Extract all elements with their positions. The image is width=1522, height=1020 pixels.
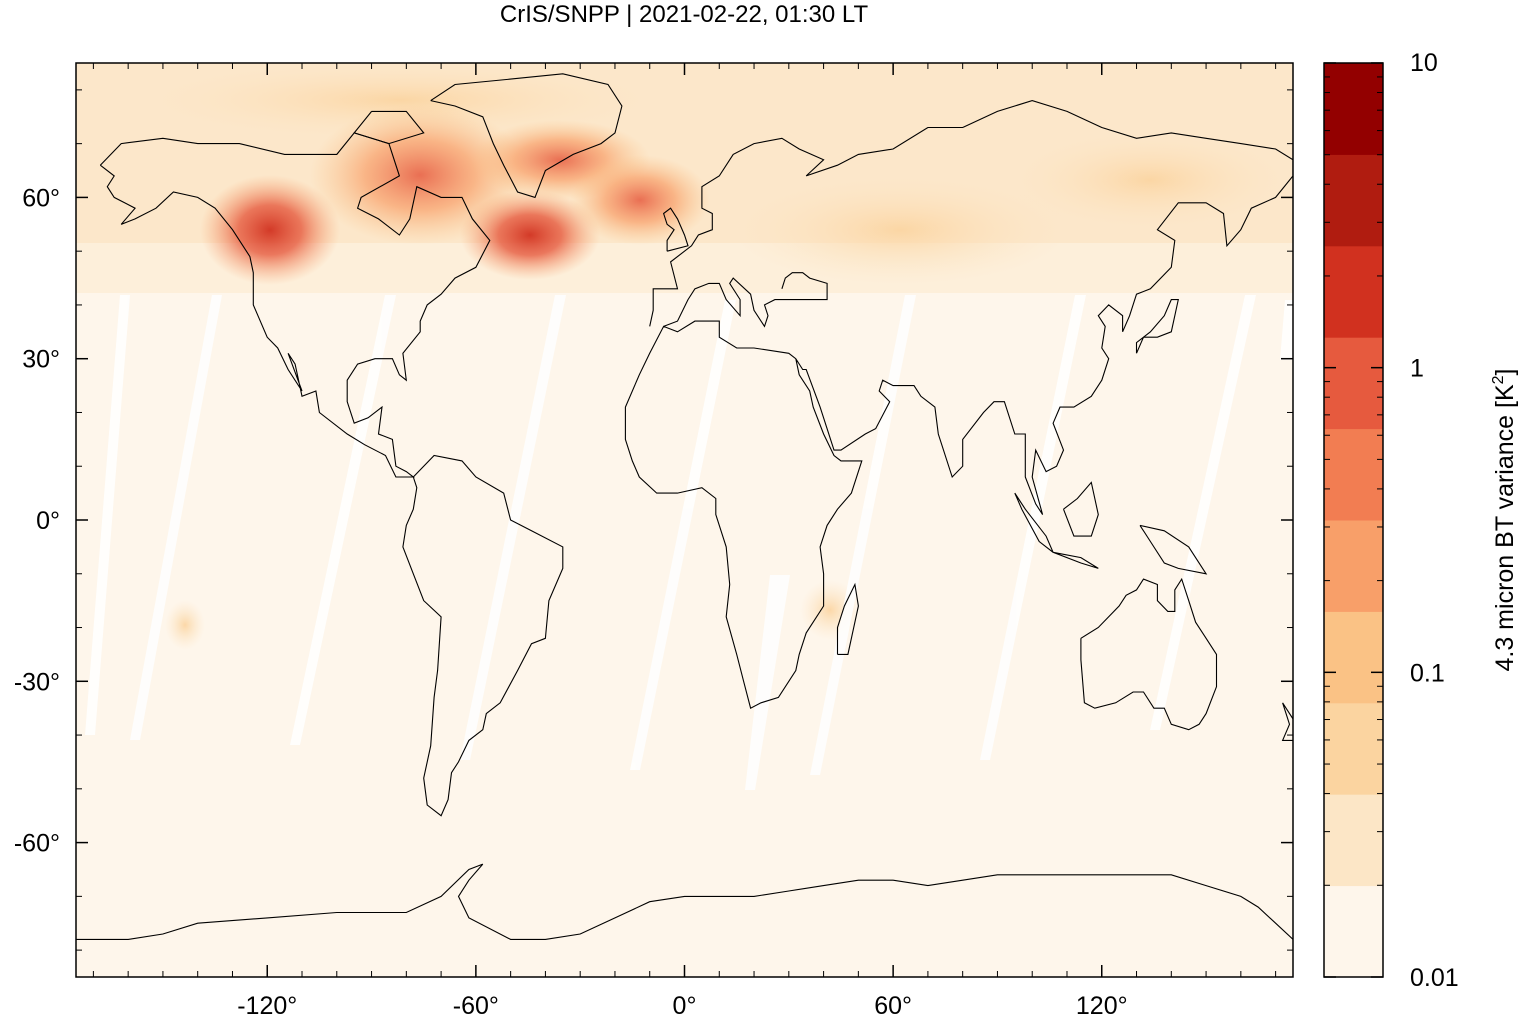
- warm-patch: [165, 600, 205, 650]
- x-tick-label: 60°: [874, 992, 912, 1020]
- colorbar-bin: [1324, 63, 1383, 155]
- hotspot-north-atlantic: [570, 155, 710, 245]
- coastlines: [76, 73, 1293, 940]
- colorbar-title-text: 4.3 micron BT variance [K: [1491, 384, 1519, 671]
- x-tick-label: -120°: [237, 992, 297, 1020]
- y-tick-label: 30°: [22, 346, 60, 374]
- colorbar-bin: [1324, 337, 1383, 430]
- new-guinea-coast: [1139, 524, 1208, 575]
- greenland-coast: [430, 73, 623, 199]
- colorbar-title: 4.3 micron BT variance [K2]: [1490, 368, 1519, 671]
- x-axis: -120° -60° 0° 60° 120°: [92, 63, 1277, 1020]
- hotspot-labrador-sea: [460, 190, 600, 280]
- y-tick-label: -30°: [14, 668, 60, 696]
- madagascar-coast: [836, 582, 859, 655]
- x-tick-label: -60°: [453, 992, 499, 1020]
- colorbar-bin: [1324, 885, 1383, 978]
- x-tick-label: 0°: [673, 992, 697, 1020]
- colorbar-tick-label: 10: [1410, 49, 1438, 77]
- warm-patch: [140, 63, 660, 140]
- colorbar-bin: [1324, 520, 1383, 612]
- warm-patch: [1010, 130, 1290, 230]
- colorbar-tick-label: 1: [1410, 355, 1424, 383]
- y-tick-label: 60°: [22, 184, 60, 212]
- colorbar-bin: [1324, 245, 1383, 338]
- figure-title: CrIS/SNPP | 2021-02-22, 01:30 LT: [500, 1, 869, 28]
- mediterranean-europe-coast: [663, 272, 828, 328]
- colorbar-title-superscript: 2: [1490, 375, 1507, 384]
- colorbar-bin: [1324, 611, 1383, 704]
- colorbar-bin: [1324, 702, 1383, 795]
- indonesia-coast: [1014, 492, 1099, 569]
- colorbar-tick-label: 0.1: [1410, 659, 1445, 687]
- warm-patch: [730, 175, 1070, 285]
- y-axis: 60° 30° 0° -30° -60°: [14, 89, 1293, 951]
- borneo-coast: [1062, 481, 1099, 537]
- australia-coast: [1080, 577, 1218, 731]
- map-panel: [76, 63, 1293, 977]
- eurasia-africa-coast: [624, 100, 1293, 710]
- japan-coast: [1135, 299, 1179, 354]
- north-america-coast: [99, 132, 491, 478]
- colorbar-tick-label: 0.01: [1410, 964, 1459, 992]
- x-tick-label: 120°: [1076, 992, 1128, 1020]
- colorbar-ticks: 10 1 0.1 0.01: [1324, 49, 1459, 992]
- colorbar: [1324, 63, 1383, 978]
- y-tick-label: -60°: [14, 830, 60, 858]
- colorbar-bin: [1324, 794, 1383, 887]
- y-tick-label: 0°: [36, 507, 60, 535]
- hotspot-western-north-america: [200, 175, 340, 285]
- uk-coast: [662, 207, 689, 252]
- colorbar-bin: [1324, 428, 1383, 521]
- greenland-side-islands: [353, 110, 425, 145]
- colorbar-title-close: ]: [1491, 368, 1519, 375]
- colorbar-frame: [1323, 62, 1384, 978]
- antarctica-coast: [76, 863, 1293, 940]
- orbit-gaps: [85, 295, 1293, 790]
- south-america-coast: [402, 454, 564, 817]
- new-zealand-coast: [1281, 702, 1293, 741]
- colorbar-bin: [1324, 154, 1383, 247]
